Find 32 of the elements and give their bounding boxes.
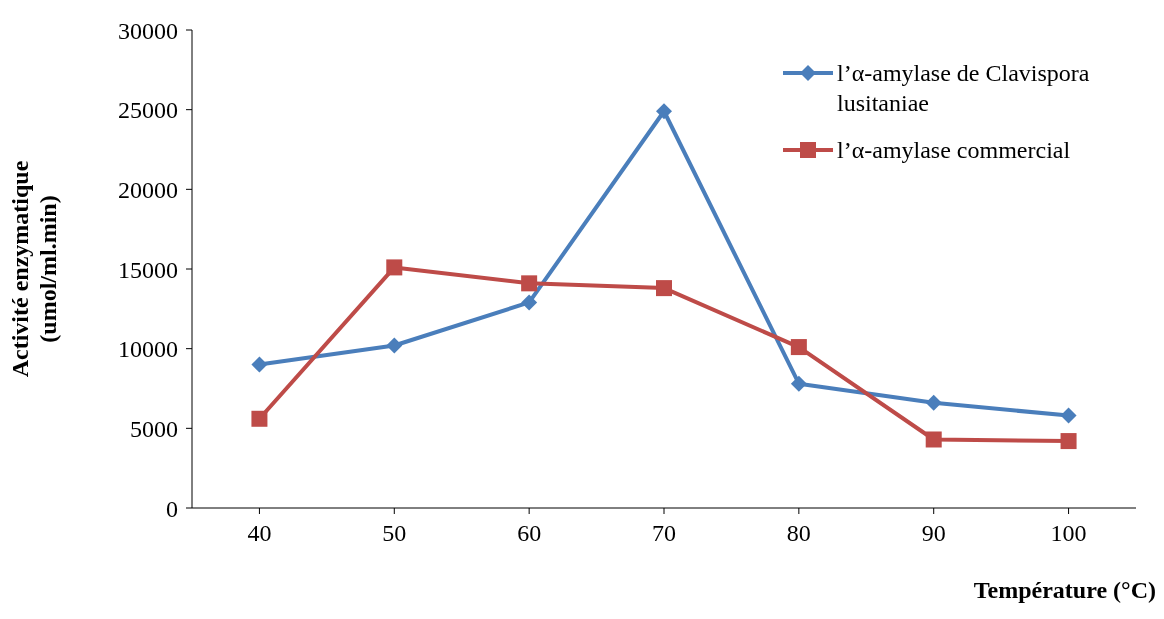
y-tick-label: 30000 <box>118 17 178 44</box>
y-tick-label: 20000 <box>118 176 178 203</box>
point <box>251 356 268 373</box>
y-axis-title: Activité enzymatique (umol/ml.min) <box>7 160 61 378</box>
point <box>521 275 538 292</box>
x-tick-label: 60 <box>517 520 542 547</box>
point <box>656 280 672 297</box>
y-tick-label: 15000 <box>118 256 178 283</box>
x-tick-label: 50 <box>382 520 407 547</box>
x-tick-label: 100 <box>1050 520 1087 547</box>
y-tick-label: 10000 <box>118 336 178 363</box>
x-tick-label: 40 <box>247 520 272 547</box>
point <box>925 394 942 411</box>
point <box>790 375 807 392</box>
point <box>1060 433 1077 450</box>
x-axis-title: Température (°C) <box>973 577 1156 603</box>
point <box>521 294 538 311</box>
point <box>386 337 403 354</box>
legend-label: l’α-amylase de Clavispora lusitaniae <box>837 59 1091 118</box>
point <box>386 259 403 276</box>
point <box>656 103 672 120</box>
point <box>790 339 807 356</box>
legend-label: l’α-amylase commercial <box>837 136 1072 165</box>
point <box>925 431 942 448</box>
x-tick-label: 70 <box>652 520 676 547</box>
y-tick-label: 5000 <box>130 415 178 442</box>
point <box>251 410 268 427</box>
x-tick-label: 90 <box>921 520 946 547</box>
point <box>1060 407 1077 424</box>
x-tick-label: 80 <box>786 520 811 547</box>
y-tick-label: 25000 <box>118 97 178 124</box>
y-tick-label: 0 <box>166 495 178 522</box>
